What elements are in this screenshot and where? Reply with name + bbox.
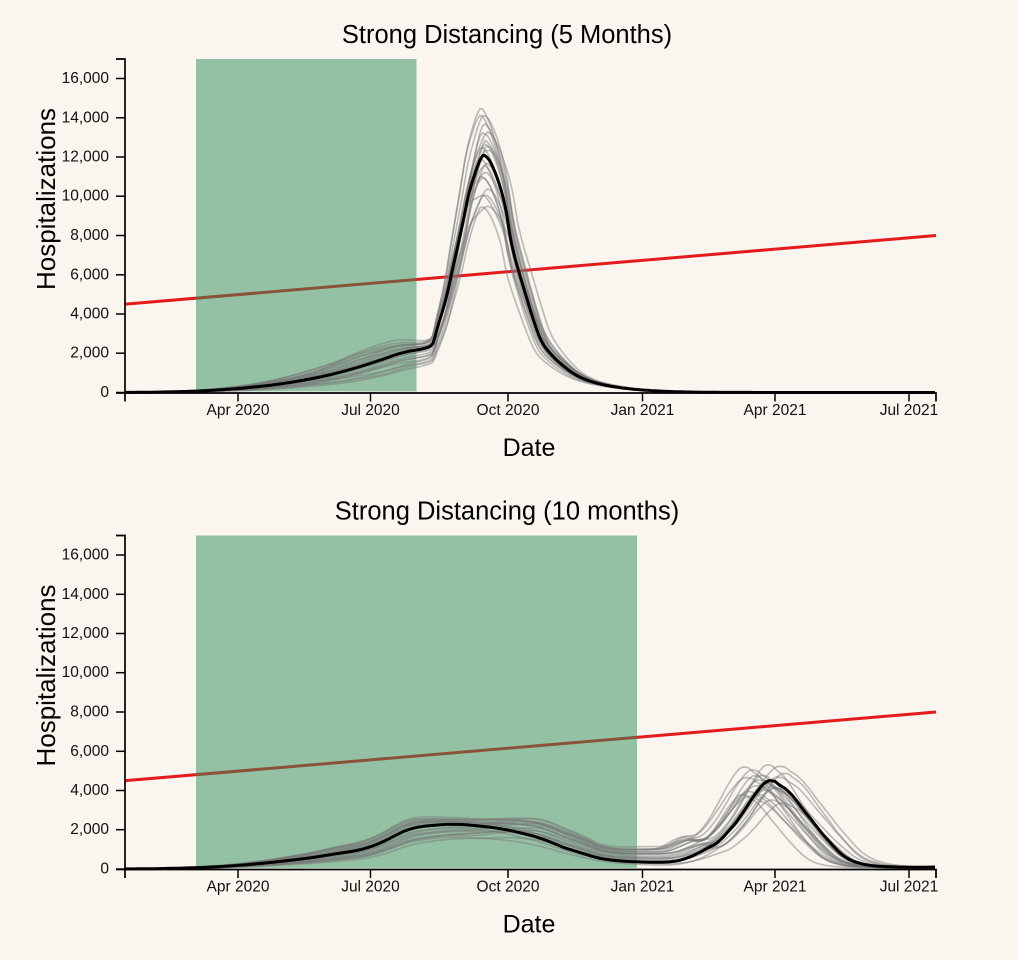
svg-text:10,000: 10,000 [62, 188, 110, 205]
svg-text:16,000: 16,000 [62, 547, 110, 564]
svg-text:Jul 2021: Jul 2021 [880, 879, 939, 896]
svg-text:Apr 2021: Apr 2021 [744, 402, 807, 419]
svg-text:Jul 2020: Jul 2020 [341, 402, 400, 419]
svg-text:0: 0 [100, 861, 109, 878]
svg-text:2,000: 2,000 [70, 821, 109, 838]
svg-text:14,000: 14,000 [62, 109, 110, 126]
svg-text:Apr 2020: Apr 2020 [207, 402, 270, 419]
svg-text:Oct 2020: Oct 2020 [477, 402, 540, 419]
svg-text:Oct 2020: Oct 2020 [477, 879, 540, 896]
svg-text:12,000: 12,000 [62, 625, 110, 642]
svg-text:6,000: 6,000 [70, 743, 109, 760]
svg-text:0: 0 [100, 384, 109, 401]
svg-text:Jan 2021: Jan 2021 [611, 879, 675, 896]
svg-text:14,000: 14,000 [62, 586, 110, 603]
svg-text:Strong Distancing (5 Months): Strong Distancing (5 Months) [342, 21, 672, 49]
svg-text:Date: Date [503, 911, 556, 939]
svg-text:Hospitalizations: Hospitalizations [31, 108, 61, 290]
svg-text:Apr 2021: Apr 2021 [744, 879, 807, 896]
svg-text:16,000: 16,000 [62, 70, 110, 87]
svg-text:Strong Distancing (10 months): Strong Distancing (10 months) [335, 498, 679, 526]
svg-text:Apr 2020: Apr 2020 [207, 879, 270, 896]
svg-text:8,000: 8,000 [70, 704, 109, 721]
svg-text:2,000: 2,000 [70, 345, 109, 362]
svg-text:12,000: 12,000 [62, 149, 110, 166]
svg-text:Jul 2021: Jul 2021 [880, 402, 939, 419]
svg-text:4,000: 4,000 [70, 306, 109, 323]
svg-text:10,000: 10,000 [62, 664, 110, 681]
svg-text:Date: Date [503, 434, 556, 462]
svg-text:Hospitalizations: Hospitalizations [31, 584, 61, 766]
svg-text:8,000: 8,000 [70, 227, 109, 244]
svg-text:4,000: 4,000 [70, 782, 109, 799]
svg-text:Jan 2021: Jan 2021 [611, 402, 675, 419]
svg-text:6,000: 6,000 [70, 266, 109, 283]
svg-text:Jul 2020: Jul 2020 [341, 879, 400, 896]
